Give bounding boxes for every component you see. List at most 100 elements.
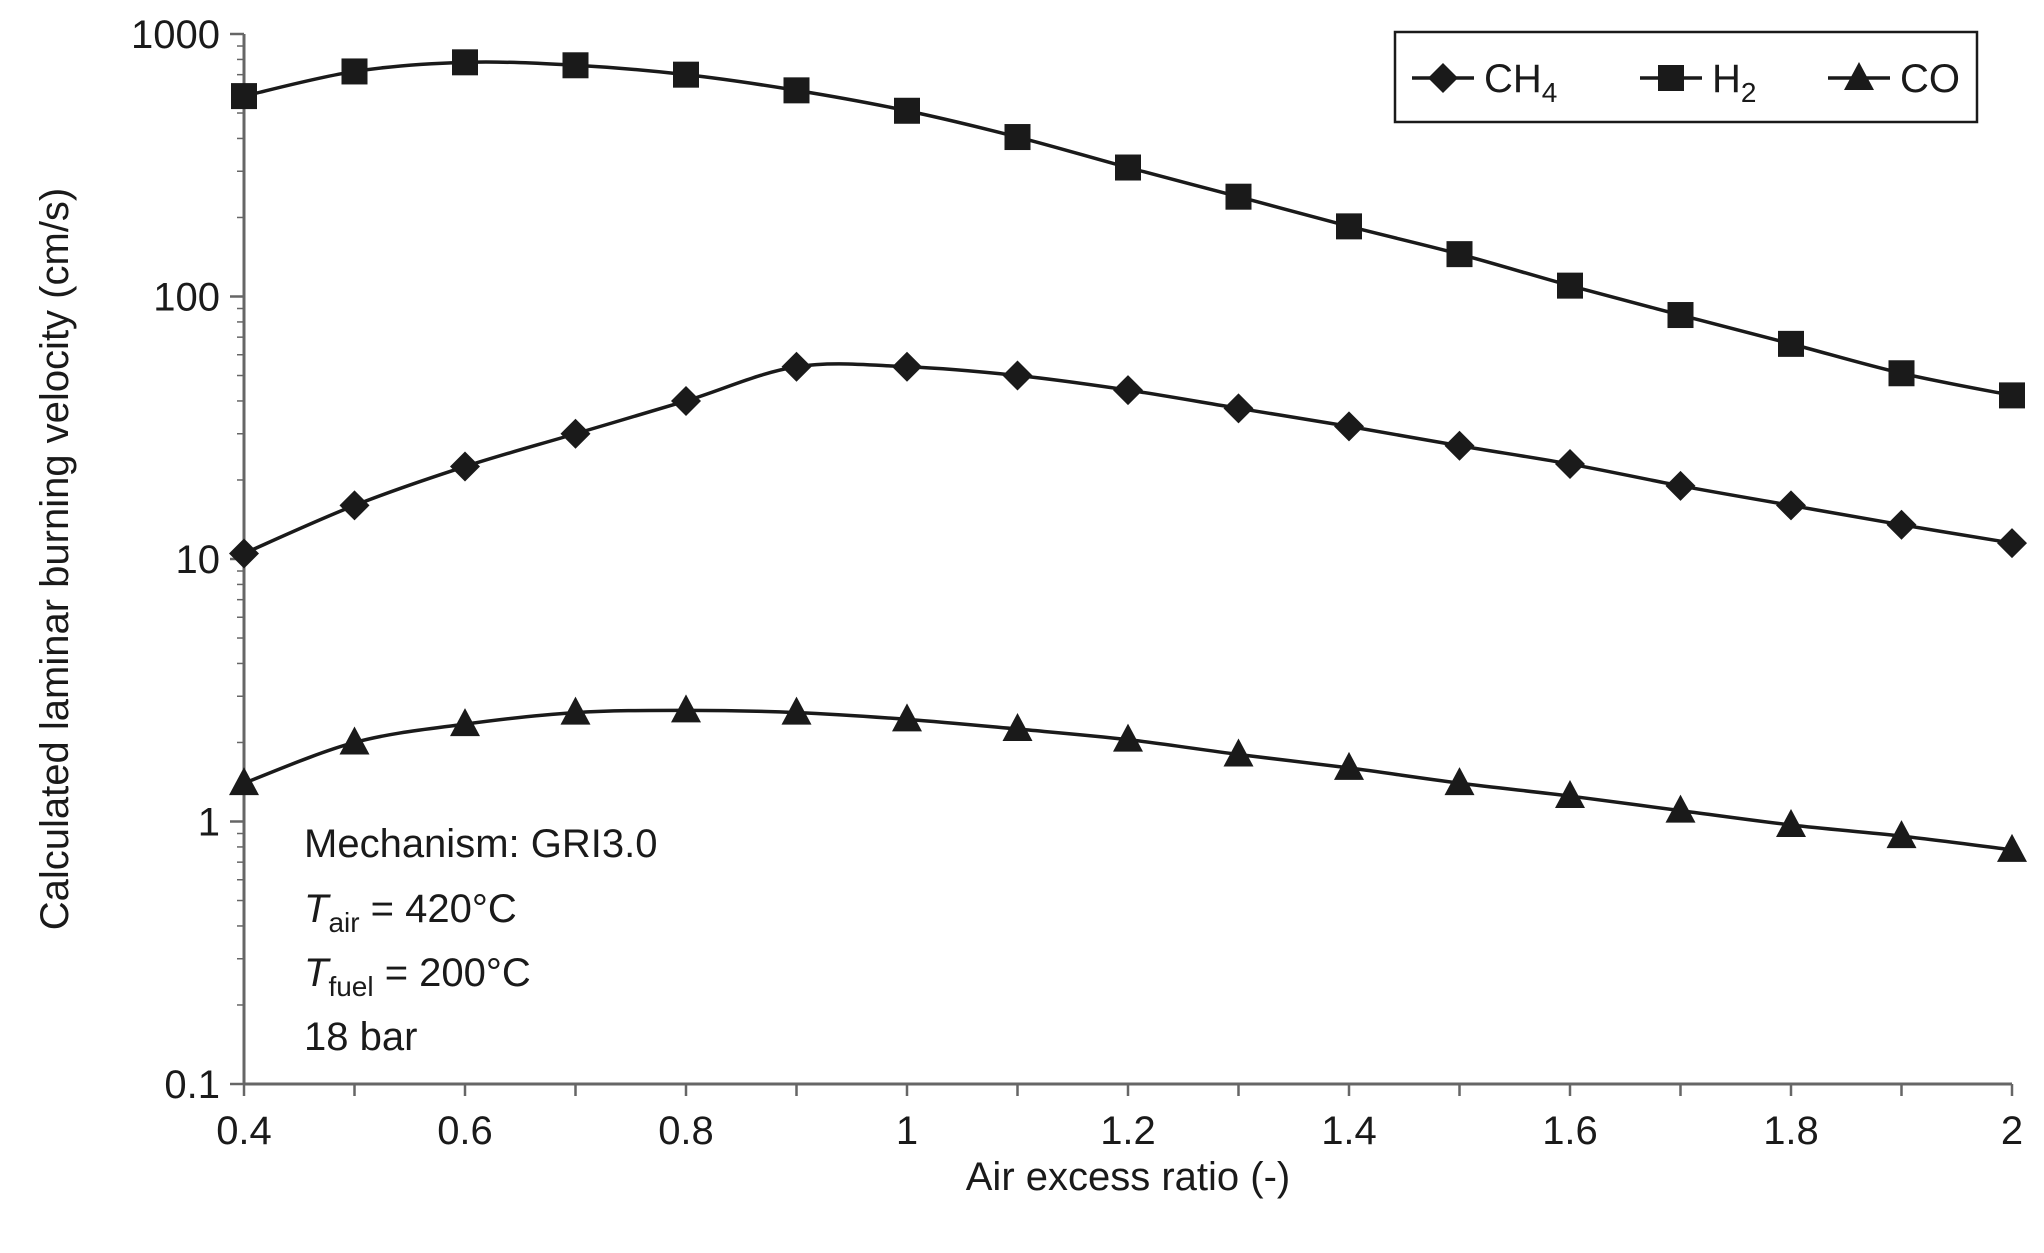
data-point-ch4 <box>339 490 370 521</box>
y-tick-label: 1 <box>198 801 220 845</box>
x-tick-label: 0.8 <box>658 1109 714 1153</box>
legend-label-h2: H2 <box>1712 57 1756 108</box>
data-point-co <box>671 694 701 723</box>
y-tick-label: 0.1 <box>164 1063 220 1107</box>
x-tick-label: 1.6 <box>1542 1109 1598 1153</box>
data-point-co <box>1776 808 1806 837</box>
data-point-co <box>450 708 480 737</box>
data-point-h2 <box>783 77 810 104</box>
t-fuel-symbol: T <box>304 951 331 995</box>
plot-area: 0.4 0.6 0.8 1 1.2 1.4 1.6 1.8 2 0.1 1 10 100 1000 <box>131 13 2027 1153</box>
data-point-co <box>560 696 591 725</box>
data-point-h2 <box>231 83 257 110</box>
data-point-h2 <box>1336 213 1362 240</box>
x-axis-ticks: 0.4 0.6 0.8 1 1.2 1.4 1.6 1.8 2 <box>216 1084 2023 1153</box>
data-point-ch4 <box>781 351 812 382</box>
data-point-ch4 <box>229 538 259 569</box>
t-fuel-value: = 200°C <box>374 951 531 995</box>
series-ch4 <box>229 351 2027 569</box>
data-point-co <box>892 703 922 732</box>
data-point-co <box>1665 794 1696 823</box>
legend-marker-h2 <box>1658 65 1684 91</box>
legend-label-main: CH <box>1484 57 1542 101</box>
data-point-co <box>339 726 370 755</box>
legend-items: CH4 H2 CO <box>1412 57 1960 108</box>
data-point-co <box>1002 713 1033 742</box>
data-point-ch4 <box>1665 470 1696 501</box>
data-point-co <box>229 767 259 796</box>
legend-item-h2: H2 <box>1640 57 1756 108</box>
x-tick-label: 0.4 <box>216 1109 272 1153</box>
legend-label-co: CO <box>1900 57 1960 101</box>
series-h2 <box>231 49 2025 409</box>
data-point-h2 <box>452 49 478 76</box>
x-tick-label: 1.4 <box>1321 1109 1377 1153</box>
data-point-h2 <box>1446 241 1473 268</box>
data-point-ch4 <box>892 351 922 382</box>
t-air-subscript: air <box>328 907 359 938</box>
legend-marker-co <box>1844 62 1874 90</box>
data-point-h2 <box>1667 302 1694 329</box>
t-air-value: = 420°C <box>360 887 517 931</box>
data-point-ch4 <box>1113 375 1143 406</box>
legend-label-main: H <box>1712 57 1741 101</box>
data-point-co <box>1555 780 1585 809</box>
data-point-ch4 <box>1444 430 1475 461</box>
pressure-note: 18 bar <box>304 1015 417 1059</box>
data-point-h2 <box>673 61 699 88</box>
x-tick-label: 1.8 <box>1763 1109 1819 1153</box>
conditions-annotation: Mechanism: GRI3.0 Tair = 420°C Tfuel = 2… <box>304 822 657 1059</box>
data-point-h2 <box>1004 124 1031 151</box>
x-tick-label: 0.6 <box>437 1109 493 1153</box>
y-axis-title: Calculated laminar burning velocity (cm/… <box>33 188 77 931</box>
data-point-ch4 <box>1886 509 1917 540</box>
y-tick-label: 1000 <box>131 13 220 57</box>
data-point-co <box>1113 723 1143 752</box>
y-axis-ticks: 0.1 1 10 100 1000 <box>131 13 244 1107</box>
data-point-co <box>781 696 812 725</box>
x-tick-label: 1 <box>896 1109 918 1153</box>
data-point-ch4 <box>450 451 480 482</box>
data-point-co <box>1334 751 1364 780</box>
x-axis-title: Air excess ratio (-) <box>966 1155 1291 1199</box>
data-point-co <box>1223 738 1254 767</box>
air-temperature-note: Tair = 420°C <box>304 887 517 938</box>
data-point-ch4 <box>1334 411 1364 442</box>
data-point-h2 <box>341 58 368 85</box>
series-co <box>229 694 2027 862</box>
y-tick-label: 100 <box>153 276 220 320</box>
data-point-h2 <box>1999 382 2025 409</box>
x-tick-label: 1.2 <box>1100 1109 1156 1153</box>
fuel-temperature-note: Tfuel = 200°C <box>304 951 531 1002</box>
data-point-ch4 <box>560 418 591 449</box>
data-point-ch4 <box>671 385 701 416</box>
data-point-h2 <box>1557 272 1583 299</box>
data-point-h2 <box>1778 330 1804 357</box>
legend: CH4 H2 CO <box>1393 30 1979 124</box>
mechanism-note: Mechanism: GRI3.0 <box>304 822 657 866</box>
legend-label-ch4: CH4 <box>1484 57 1557 108</box>
legend-label-subscript: 2 <box>1741 77 1757 108</box>
data-point-ch4 <box>1223 393 1254 424</box>
legend-marker-ch4 <box>1428 63 1458 93</box>
data-point-ch4 <box>1776 490 1806 521</box>
data-point-ch4 <box>1002 360 1033 391</box>
data-point-h2 <box>562 52 589 79</box>
data-point-co <box>1997 833 2027 862</box>
data-point-co <box>1886 820 1917 849</box>
series-layer <box>229 49 2027 862</box>
data-point-ch4 <box>1997 528 2027 559</box>
data-point-ch4 <box>1555 449 1585 480</box>
legend-label-main: CO <box>1900 57 1960 101</box>
legend-label-subscript: 4 <box>1542 77 1558 108</box>
data-point-h2 <box>1115 154 1141 181</box>
legend-item-ch4: CH4 <box>1412 57 1557 108</box>
t-air-symbol: T <box>304 887 331 931</box>
legend-item-co: CO <box>1828 57 1960 101</box>
x-tick-label: 2 <box>2001 1109 2023 1153</box>
t-fuel-subscript: fuel <box>328 971 373 1002</box>
data-point-co <box>1444 767 1475 796</box>
data-point-h2 <box>1225 183 1252 210</box>
data-point-h2 <box>894 97 920 124</box>
